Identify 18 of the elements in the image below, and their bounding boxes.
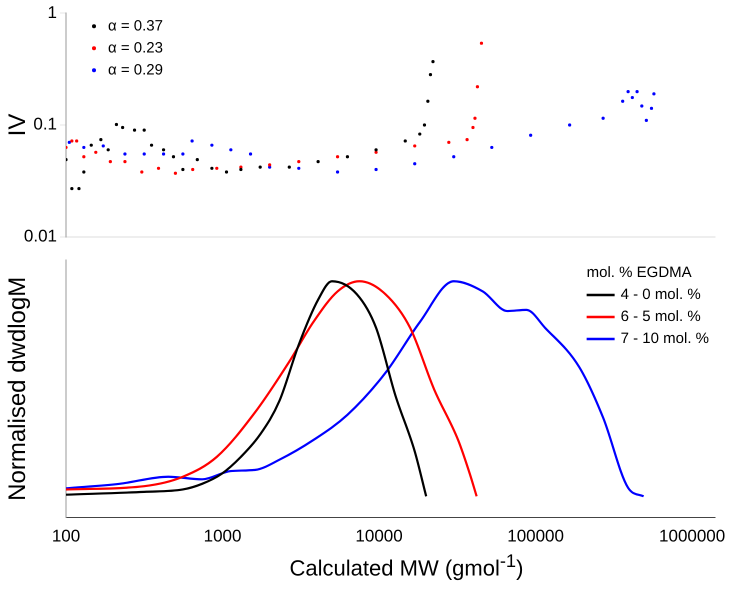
legend-label: α = 0.29	[108, 61, 163, 78]
y-tick-label: 0.1	[33, 114, 57, 134]
y-axis-title: IV	[4, 114, 32, 136]
legend-label: 4 - 0 mol. %	[620, 286, 701, 304]
legend-label: 7 - 10 mol. %	[620, 330, 710, 348]
x-tick-label: 100	[52, 526, 80, 546]
x-tick-label: 100000	[507, 526, 564, 546]
y-axis-title: Normalised dwdlogM	[4, 276, 32, 501]
x-tick-label: 1000	[204, 526, 242, 546]
legend-label: 6 - 5 mol. %	[620, 308, 701, 326]
x-axis-title: Calculated MW (gmol$^{-1}$)	[288, 550, 524, 582]
y-tick-label: 1	[48, 2, 57, 22]
x-tick-label: 1000000	[659, 526, 726, 546]
legend-label: α = 0.37	[108, 17, 163, 34]
legend-title: mol. % EGDMA	[586, 264, 692, 282]
legend-label: α = 0.23	[108, 39, 163, 56]
y-tick-label: 0.01	[24, 226, 57, 246]
x-tick-label: 10000	[355, 526, 403, 546]
